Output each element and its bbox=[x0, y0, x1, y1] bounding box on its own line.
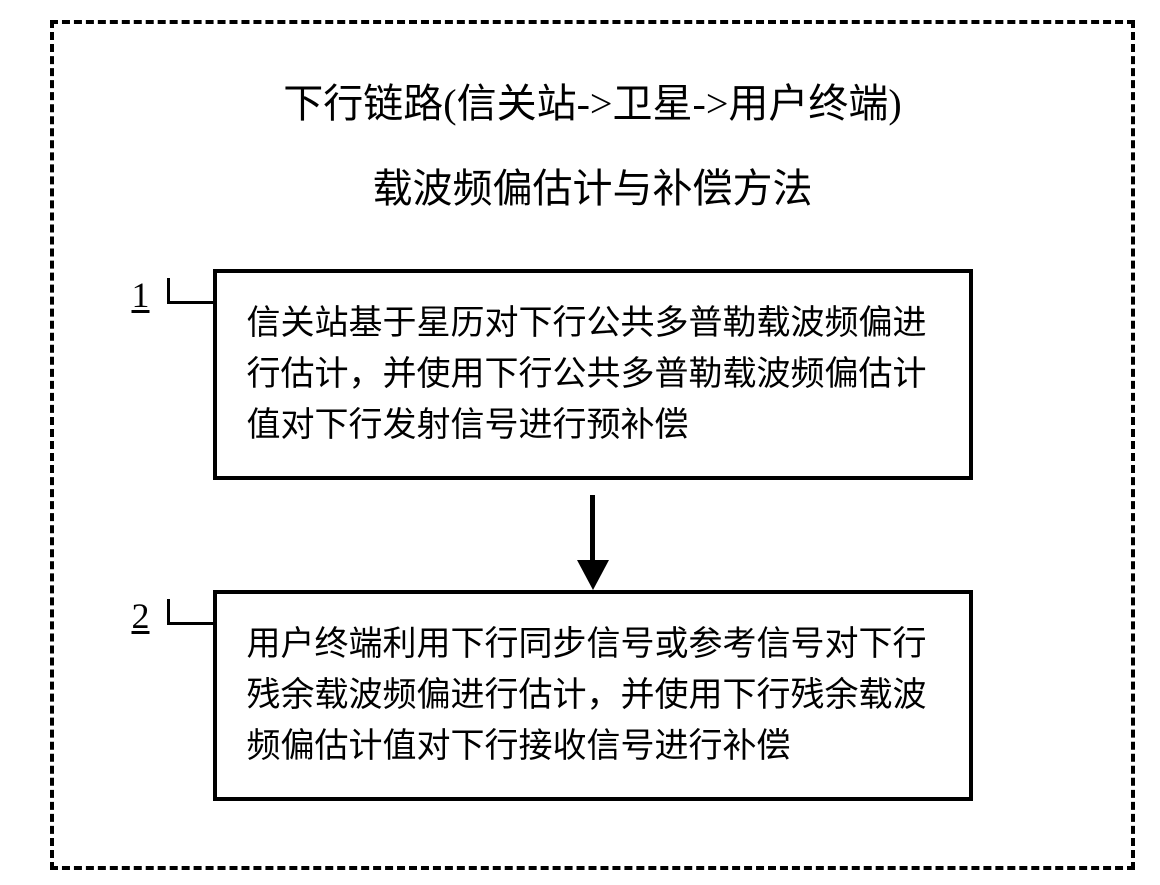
label-connector-2 bbox=[167, 622, 217, 625]
label-connector-vertical-2 bbox=[167, 599, 170, 624]
box-text-1: 信关站基于星历对下行公共多普勒载波频偏进行估计，并使用下行公共多普勒载波频偏估计… bbox=[247, 305, 927, 444]
flowchart-container: 下行链路(信关站->卫星->用户终端) 载波频偏估计与补偿方法 1 信关站基于星… bbox=[50, 20, 1135, 870]
title-line-1: 下行链路(信关站->卫星->用户终端) bbox=[114, 74, 1071, 134]
title-area: 下行链路(信关站->卫星->用户终端) 载波频偏估计与补偿方法 bbox=[114, 74, 1071, 219]
box-label-1: 1 bbox=[132, 268, 150, 322]
label-connector-vertical-1 bbox=[167, 278, 170, 303]
label-connector-1 bbox=[167, 301, 217, 304]
arrow-container bbox=[114, 480, 1071, 590]
box-text-2: 用户终端利用下行同步信号或参考信号对下行残余载波频偏进行估计，并使用下行残余载波… bbox=[247, 626, 927, 765]
title-line-2: 载波频偏估计与补偿方法 bbox=[114, 159, 1071, 219]
arrow-head-icon bbox=[577, 560, 609, 590]
flow-box-2: 2 用户终端利用下行同步信号或参考信号对下行残余载波频偏进行估计，并使用下行残余… bbox=[213, 590, 973, 801]
box-label-2: 2 bbox=[132, 589, 150, 643]
flow-box-1: 1 信关站基于星历对下行公共多普勒载波频偏进行估计，并使用下行公共多普勒载波频偏… bbox=[213, 269, 973, 480]
flow-wrapper: 1 信关站基于星历对下行公共多普勒载波频偏进行估计，并使用下行公共多普勒载波频偏… bbox=[114, 269, 1071, 801]
